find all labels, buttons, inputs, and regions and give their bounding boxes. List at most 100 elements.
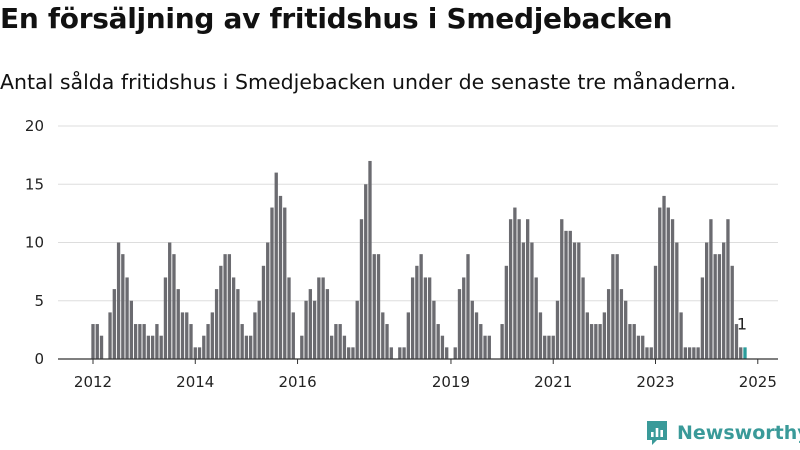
bar	[615, 254, 619, 359]
y-tick-label: 20	[25, 117, 44, 135]
bar	[530, 242, 534, 359]
bar	[734, 324, 739, 359]
bar	[722, 242, 726, 359]
bar	[423, 277, 428, 359]
bar	[347, 347, 351, 359]
bar	[210, 312, 214, 359]
bar	[568, 230, 572, 359]
bar	[534, 277, 538, 359]
bar	[487, 335, 491, 359]
bar	[368, 160, 372, 359]
bar	[526, 219, 530, 359]
x-tick-label: 2023	[636, 373, 674, 391]
chart-title: En försäljning av fritidshus i Smedjebac…	[0, 2, 673, 35]
bar	[227, 254, 232, 359]
bar	[236, 289, 240, 359]
bar	[108, 312, 112, 359]
y-axis: 0 5 10 15 20	[25, 117, 44, 368]
y-tick-label: 15	[25, 175, 44, 193]
bar	[466, 254, 470, 359]
bar	[364, 184, 368, 359]
bar	[521, 242, 526, 359]
bar	[658, 207, 662, 359]
bar	[641, 335, 645, 359]
bar	[653, 265, 658, 359]
bar	[717, 254, 722, 359]
bar	[564, 230, 568, 359]
bar	[321, 277, 325, 359]
bar	[312, 300, 317, 359]
y-tick-label: 5	[34, 292, 44, 310]
bar	[624, 300, 628, 359]
bar	[270, 207, 274, 359]
bar	[334, 324, 338, 359]
bar	[163, 277, 168, 359]
bar	[206, 324, 210, 359]
bar	[278, 195, 283, 359]
bar	[598, 324, 602, 359]
bar	[129, 300, 134, 359]
bar	[308, 289, 312, 359]
bar	[223, 254, 227, 359]
bar-chart: 0 5 10 15 20 2012 2014 2016 2019 2021 2023 2025 1	[25, 117, 778, 391]
bar	[151, 335, 155, 359]
bar	[91, 324, 95, 359]
x-tick-label: 2016	[278, 373, 316, 391]
bar	[683, 347, 687, 359]
bar	[581, 277, 585, 359]
bar	[389, 347, 393, 359]
x-tick-label: 2025	[739, 373, 777, 391]
bar	[112, 289, 116, 359]
bar	[398, 347, 402, 359]
bar	[202, 335, 206, 359]
bar	[551, 335, 555, 359]
bar	[585, 312, 589, 359]
bar	[376, 254, 381, 359]
annotations: 1	[737, 314, 747, 333]
bar	[381, 312, 385, 359]
chart-subtitle: Antal sålda fritidshus i Smedjebacken un…	[0, 70, 737, 94]
bar	[543, 335, 547, 359]
bar	[138, 324, 142, 359]
bar	[696, 347, 700, 359]
bar	[649, 347, 653, 359]
bar	[185, 312, 189, 359]
bar	[291, 312, 295, 359]
bar	[419, 254, 423, 359]
bar	[257, 300, 261, 359]
bar	[427, 277, 432, 359]
bar	[193, 347, 197, 359]
bar	[159, 335, 163, 359]
bar	[645, 347, 649, 359]
bar	[436, 324, 440, 359]
bar	[508, 219, 513, 359]
bar	[359, 219, 364, 359]
bar	[176, 289, 180, 359]
bar-latest	[743, 347, 747, 359]
bar	[116, 242, 121, 359]
bar	[713, 254, 717, 359]
bar	[666, 207, 670, 359]
bar	[219, 265, 223, 359]
bar	[415, 265, 419, 359]
bar	[283, 207, 287, 359]
bar-series	[91, 160, 747, 359]
bar	[372, 254, 376, 359]
bar	[142, 324, 146, 359]
y-tick-label: 10	[25, 234, 44, 252]
bar	[155, 324, 159, 359]
bar	[739, 347, 743, 359]
bar	[483, 335, 487, 359]
brand-name: Newsworthy	[677, 422, 800, 444]
bar	[700, 277, 705, 359]
bar	[704, 242, 709, 359]
bar	[730, 265, 734, 359]
bar	[675, 242, 679, 359]
bar	[504, 265, 509, 359]
bar	[214, 289, 219, 359]
bar	[355, 300, 359, 359]
bar	[168, 242, 172, 359]
bar	[687, 347, 692, 359]
bar	[432, 300, 436, 359]
bar	[300, 335, 304, 359]
